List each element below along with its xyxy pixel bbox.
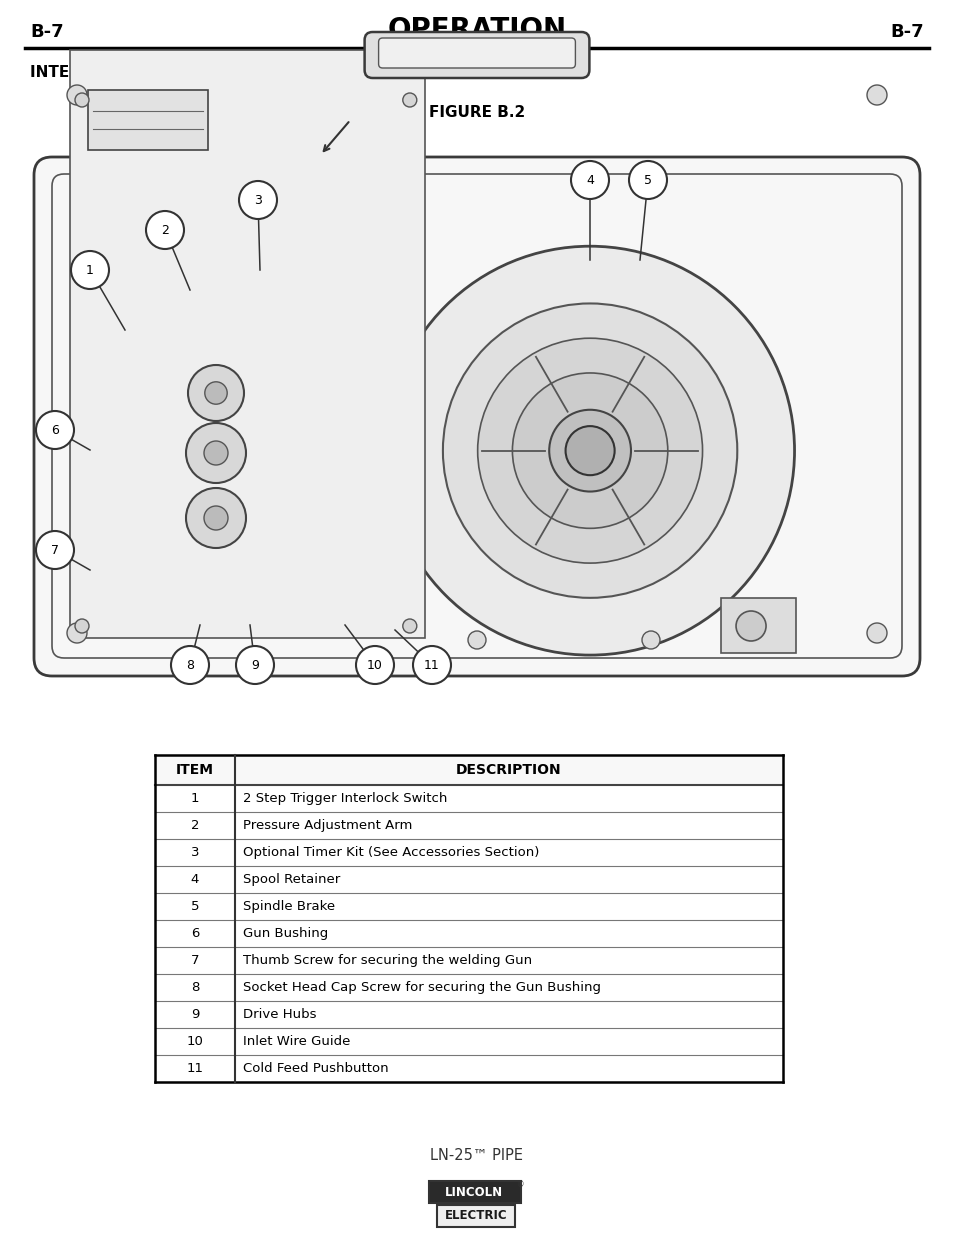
Bar: [154, 755, 782, 1082]
Circle shape: [468, 631, 485, 650]
Text: 10: 10: [367, 658, 382, 672]
Circle shape: [569, 430, 610, 471]
Text: 3: 3: [253, 194, 262, 206]
Text: Pressure Adjustment Arm: Pressure Adjustment Arm: [243, 819, 412, 832]
Text: Optional Timer Kit (See Accessories Section): Optional Timer Kit (See Accessories Sect…: [243, 846, 538, 860]
Text: LN-25™ PIPE: LN-25™ PIPE: [430, 1147, 523, 1162]
Circle shape: [146, 211, 184, 249]
Circle shape: [204, 441, 228, 466]
Circle shape: [186, 424, 246, 483]
Circle shape: [866, 85, 886, 105]
Text: B-7: B-7: [889, 23, 923, 41]
Text: 6: 6: [51, 424, 59, 436]
Circle shape: [549, 410, 630, 492]
FancyBboxPatch shape: [378, 38, 575, 68]
Circle shape: [355, 646, 394, 684]
Circle shape: [866, 622, 886, 643]
Circle shape: [442, 304, 737, 598]
Circle shape: [736, 611, 765, 641]
Text: 8: 8: [186, 658, 193, 672]
Text: 2: 2: [161, 224, 169, 236]
Text: Socket Head Cap Screw for securing the Gun Bushing: Socket Head Cap Screw for securing the G…: [243, 981, 600, 994]
Circle shape: [67, 622, 87, 643]
Circle shape: [413, 646, 451, 684]
Circle shape: [239, 182, 276, 219]
Circle shape: [402, 619, 416, 634]
Text: 1: 1: [191, 792, 199, 805]
Circle shape: [75, 93, 89, 107]
Bar: [154, 755, 782, 785]
Circle shape: [402, 93, 416, 107]
Text: OPERATION: OPERATION: [387, 16, 566, 44]
Text: FIGURE B.2: FIGURE B.2: [429, 105, 524, 120]
Text: ITEM: ITEM: [175, 763, 213, 777]
Text: 2: 2: [191, 819, 199, 832]
Text: 5: 5: [643, 173, 651, 186]
Text: B-7: B-7: [30, 23, 64, 41]
Text: 2 Step Trigger Interlock Switch: 2 Step Trigger Interlock Switch: [243, 792, 447, 805]
Text: Drive Hubs: Drive Hubs: [243, 1008, 316, 1021]
Circle shape: [571, 161, 608, 199]
Text: Inlet Wire Guide: Inlet Wire Guide: [243, 1035, 350, 1049]
Circle shape: [512, 373, 667, 529]
Text: 11: 11: [186, 1062, 203, 1074]
Text: 9: 9: [251, 658, 258, 672]
Text: 4: 4: [191, 873, 199, 885]
Circle shape: [641, 631, 659, 650]
Circle shape: [75, 619, 89, 634]
Text: INTERNAL CONTROLS: INTERNAL CONTROLS: [30, 65, 213, 80]
Text: ®: ®: [517, 1181, 524, 1189]
Text: LINCOLN: LINCOLN: [444, 1186, 502, 1198]
Text: 7: 7: [51, 543, 59, 557]
Text: DESCRIPTION: DESCRIPTION: [456, 763, 561, 777]
Circle shape: [235, 646, 274, 684]
Text: 7: 7: [191, 953, 199, 967]
Circle shape: [628, 161, 666, 199]
Text: Spindle Brake: Spindle Brake: [243, 900, 335, 913]
Text: 4: 4: [585, 173, 594, 186]
Circle shape: [188, 366, 244, 421]
FancyBboxPatch shape: [364, 32, 589, 78]
Text: 6: 6: [191, 927, 199, 940]
Text: 1: 1: [86, 263, 93, 277]
Text: 8: 8: [191, 981, 199, 994]
Text: 9: 9: [191, 1008, 199, 1021]
Bar: [436, 1205, 515, 1228]
Bar: [429, 1181, 520, 1203]
Text: 3: 3: [191, 846, 199, 860]
Bar: [70, 49, 424, 638]
Text: Thumb Screw for securing the welding Gun: Thumb Screw for securing the welding Gun: [243, 953, 532, 967]
Text: Cold Feed Pushbutton: Cold Feed Pushbutton: [243, 1062, 388, 1074]
Circle shape: [565, 426, 614, 475]
Text: 11: 11: [424, 658, 439, 672]
Text: 5: 5: [191, 900, 199, 913]
Bar: [720, 598, 795, 653]
Circle shape: [204, 506, 228, 530]
Circle shape: [186, 488, 246, 548]
Bar: [88, 90, 208, 149]
Circle shape: [36, 411, 74, 450]
Circle shape: [171, 646, 209, 684]
Circle shape: [205, 382, 227, 404]
Text: Gun Bushing: Gun Bushing: [243, 927, 328, 940]
Circle shape: [71, 251, 109, 289]
Circle shape: [67, 85, 87, 105]
Circle shape: [477, 338, 701, 563]
Text: ELECTRIC: ELECTRIC: [444, 1209, 507, 1223]
Circle shape: [36, 531, 74, 569]
Circle shape: [385, 246, 794, 655]
Text: Spool Retainer: Spool Retainer: [243, 873, 340, 885]
FancyBboxPatch shape: [34, 157, 919, 676]
Text: 10: 10: [187, 1035, 203, 1049]
